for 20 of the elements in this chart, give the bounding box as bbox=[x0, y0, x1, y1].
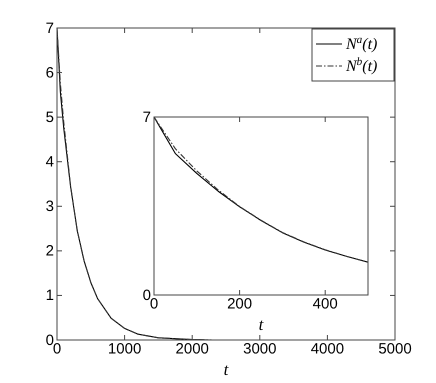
x-tick-label: 5000 bbox=[378, 340, 412, 358]
x-tick-label: 400 bbox=[312, 296, 338, 313]
x-tick-label: 3000 bbox=[243, 340, 276, 358]
legend-label: N$^{a}$(t) bbox=[345, 34, 378, 53]
x-axis-title: t bbox=[258, 315, 265, 334]
y-tick-label: 1 bbox=[46, 287, 54, 304]
y-tick-label: 7 bbox=[46, 20, 54, 37]
x-axis-title: t bbox=[224, 360, 230, 379]
x-tick-label: 2000 bbox=[176, 340, 209, 358]
y-tick-label: 5 bbox=[46, 108, 54, 126]
y-tick-label: 6 bbox=[46, 64, 54, 82]
x-tick-label: 4000 bbox=[310, 340, 344, 358]
x-tick-label: 200 bbox=[227, 296, 252, 313]
legend-label: N$^{b}$(t) bbox=[345, 56, 378, 75]
y-tick-label: 2 bbox=[46, 242, 54, 260]
x-tick-label: 1000 bbox=[108, 340, 142, 358]
y-tick-label: 4 bbox=[46, 154, 54, 171]
line-series bbox=[153, 116, 369, 263]
y-tick-label: 7 bbox=[142, 108, 151, 126]
y-tick-label: 3 bbox=[46, 198, 54, 216]
